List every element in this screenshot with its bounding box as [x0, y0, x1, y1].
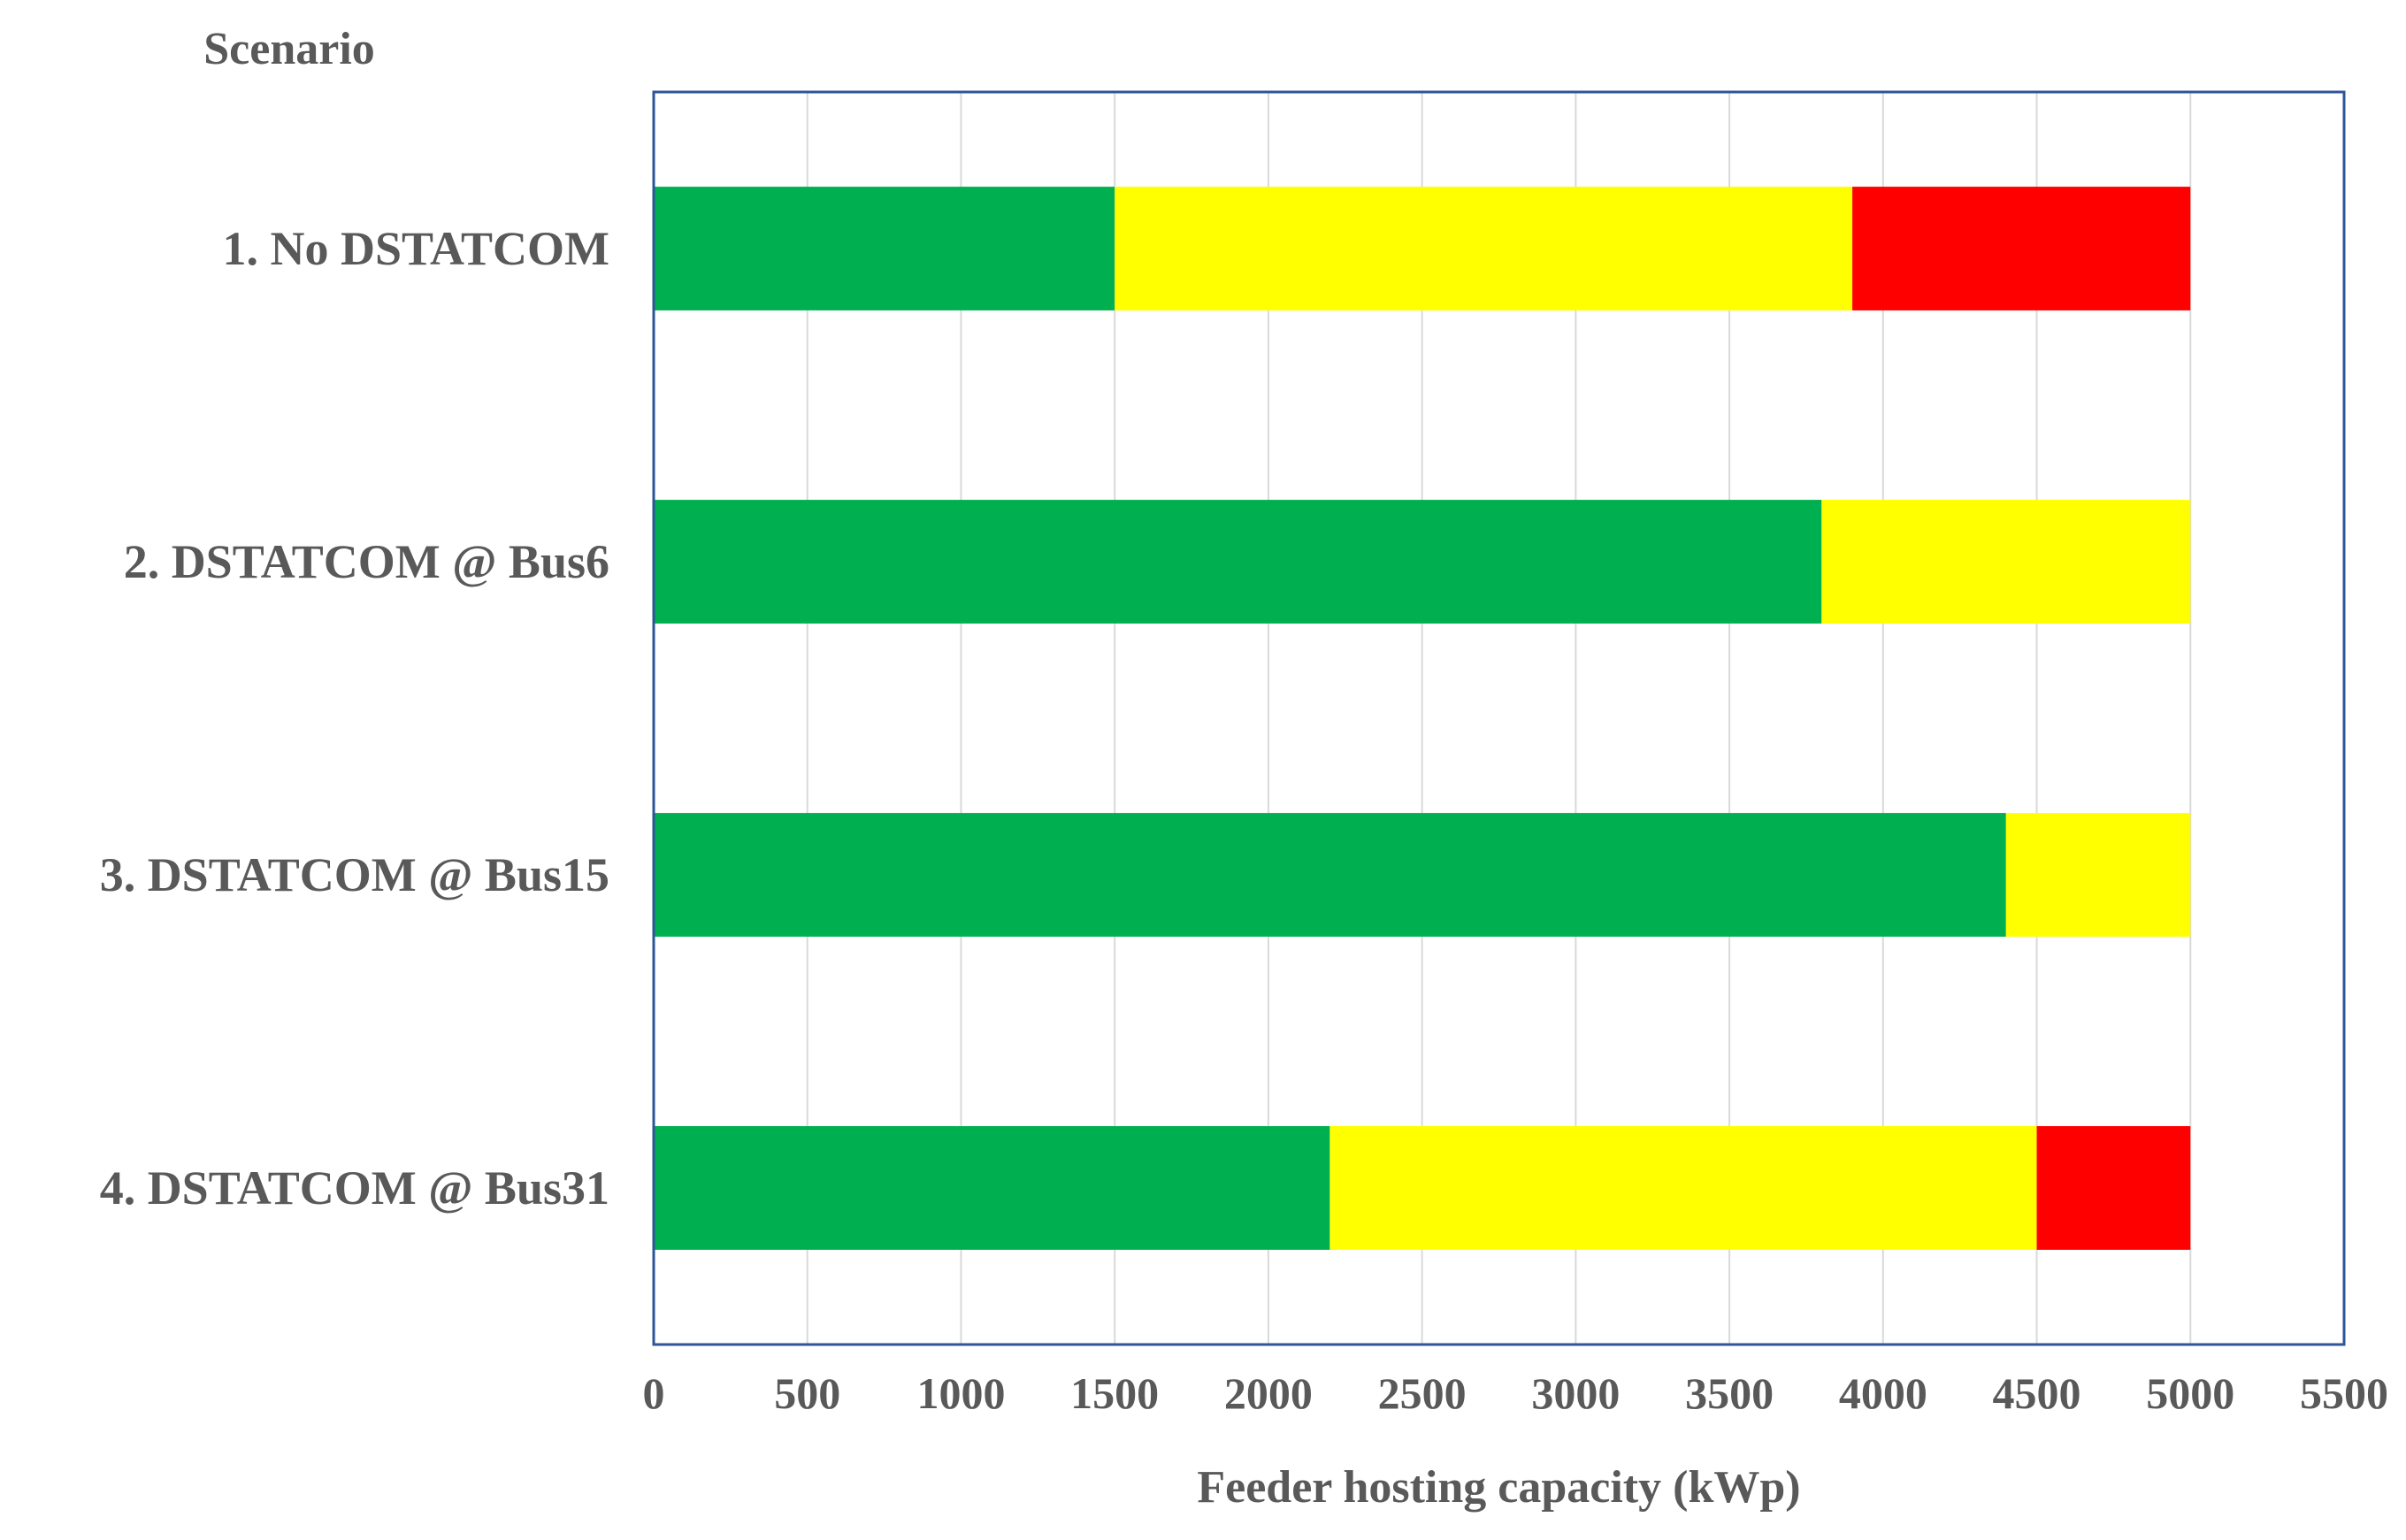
bar-segment: [1852, 187, 2191, 310]
x-tick-label: 5000: [2146, 1368, 2234, 1418]
x-tick-label: 0: [643, 1368, 665, 1418]
y-axis-title: Scenario: [203, 24, 375, 74]
category-label: 3. DSTATCOM @ Bus15: [100, 848, 609, 901]
category-label: 2. DSTATCOM @ Bus6: [124, 535, 609, 588]
x-tick-label: 1000: [916, 1368, 1005, 1418]
x-tick-label: 1500: [1070, 1368, 1159, 1418]
bar-segment: [2005, 813, 2191, 937]
labels: 0 500 1000 1500 2000 2500 3000 3500 4000 4500 5000…: [100, 222, 2388, 1418]
x-tick-label: 2500: [1378, 1368, 1467, 1418]
bar-segment: [654, 500, 1822, 624]
bar-segment: [654, 813, 2006, 937]
category-label: 1. No DSTATCOM: [222, 222, 609, 275]
x-tick-label: 3500: [1685, 1368, 1774, 1418]
bar-segment: [2036, 1126, 2191, 1250]
x-tick-label: 4500: [1993, 1368, 2081, 1418]
bar-segment: [654, 187, 1115, 310]
x-axis-title: Feeder hosting capacity (kWp): [1197, 1462, 1800, 1513]
bar-segment: [654, 1126, 1330, 1250]
x-tick-label: 3000: [1531, 1368, 1620, 1418]
plot-area-border: [652, 90, 2346, 1346]
x-tick-label: 4000: [1839, 1368, 1927, 1418]
bar-segment: [1329, 1126, 2037, 1250]
bar-segment: [1115, 187, 1853, 310]
category-label: 4. DSTATCOM @ Bus31: [100, 1161, 609, 1214]
x-tick-label: 5500: [2300, 1368, 2388, 1418]
bar-segment: [1821, 500, 2191, 624]
bars: [654, 187, 2191, 1250]
x-tick-label: 500: [774, 1368, 840, 1418]
x-tick-label: 2000: [1224, 1368, 1313, 1418]
